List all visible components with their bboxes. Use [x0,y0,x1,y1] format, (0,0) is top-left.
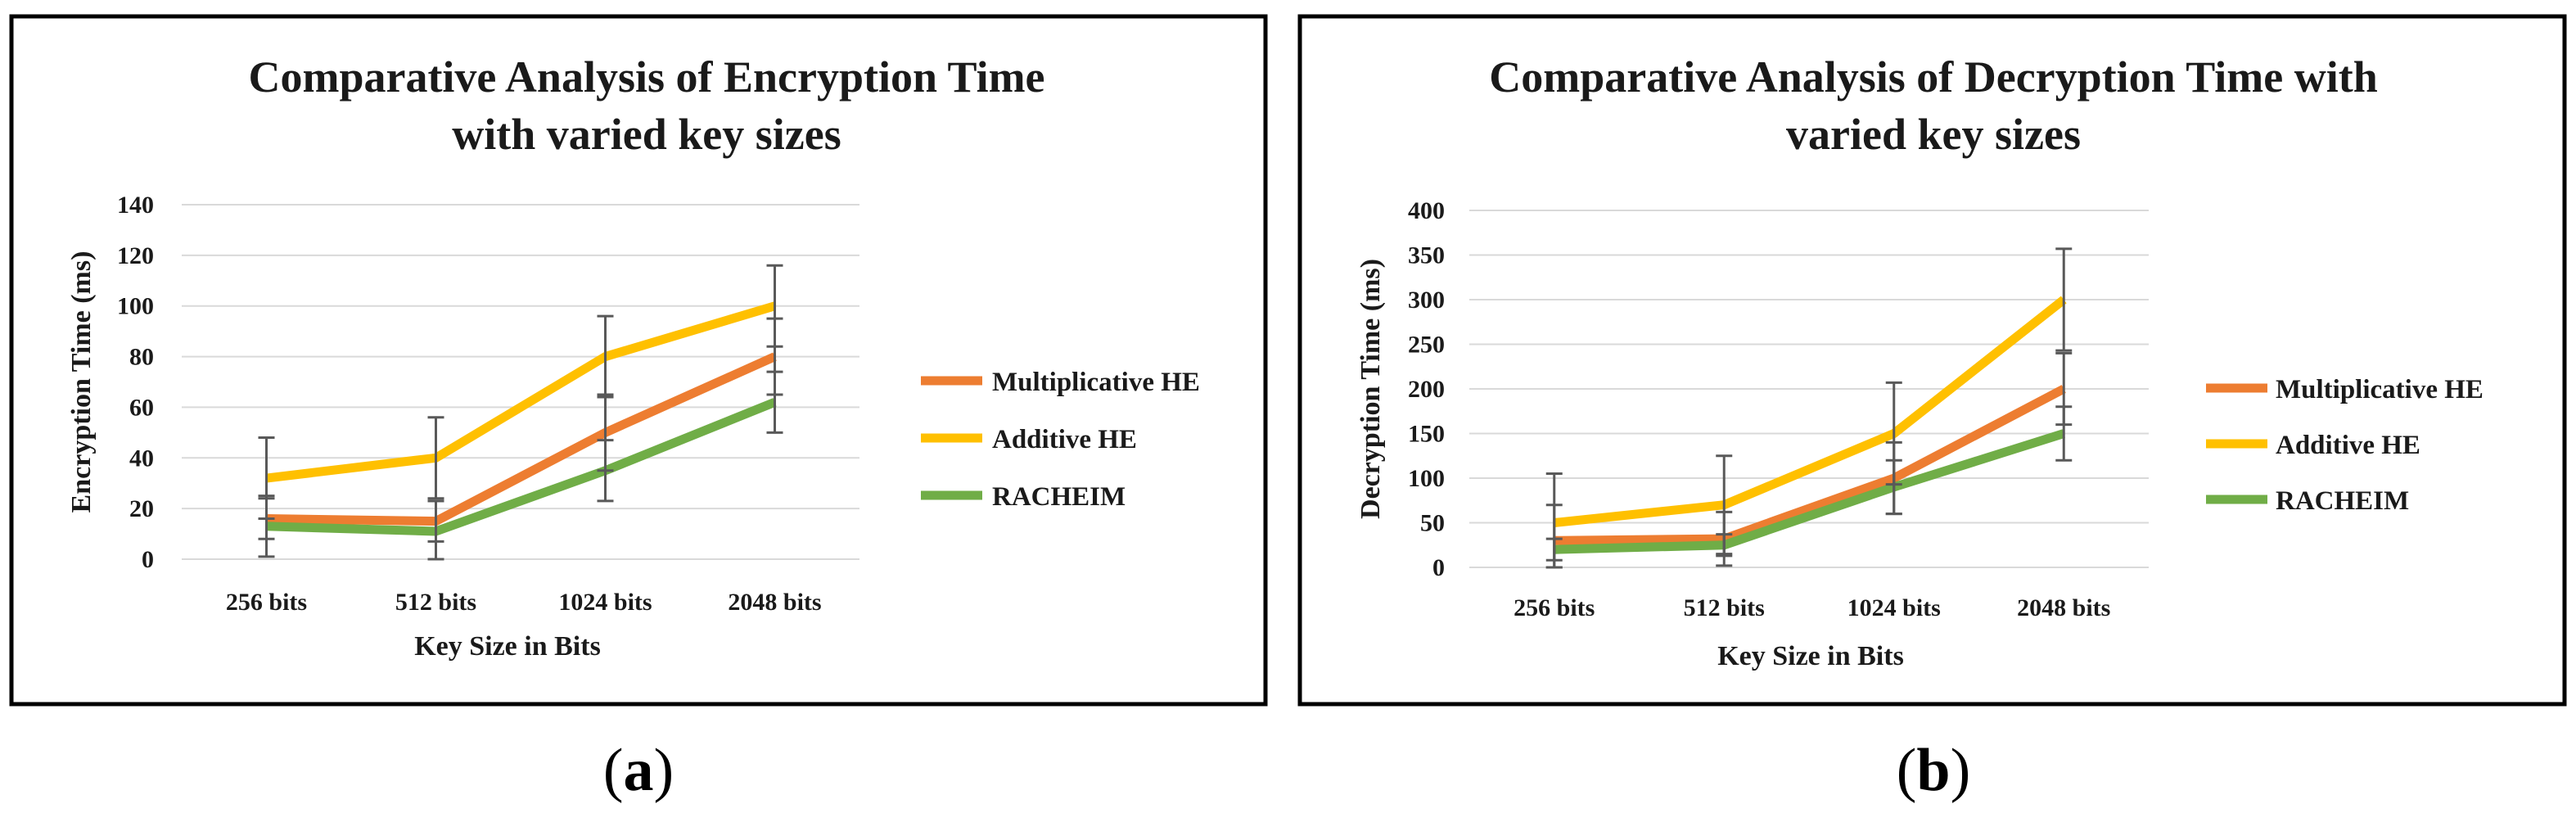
chart-panel-a: Comparative Analysis of Encryption Time … [9,14,1268,707]
y-tick-label-a-6: 120 [117,242,154,269]
series-line-b-2 [1554,429,2065,554]
chart-a-plot-area: 0 20 40 60 80 100 120 140 256 bits 512 bits 1024 b… [117,192,859,616]
error-bar-b-1-3 [2055,247,2073,352]
error-bar-b-2-0 [1545,537,1563,562]
y-tick-label-a-3: 60 [129,394,154,421]
y-tick-label-b-0: 0 [1432,554,1445,581]
y-tick-label-b-6: 300 [1408,287,1445,314]
panel-a-border [9,14,1268,707]
legend-a-label-multiplicative: Multiplicative HE [992,368,1200,397]
chart-b-plot-area: 0 50 100 150 200 250 300 350 400 256 bits 512 bits… [1408,197,2149,621]
chart-b-legend: Multiplicative HE Additive HE RACHEIM [2206,375,2484,516]
chart-a-x-axis-label: Key Size in Bits [414,631,601,662]
error-bar-b-2-1 [1716,533,1733,558]
series-line-a-1 [265,301,777,483]
x-tick-label-a-1: 512 bits [395,589,476,616]
series-line-b-0 [1554,385,2066,545]
chart-a-title-line1: Comparative Analysis of Encryption Time [248,52,1044,102]
y-tick-label-b-3: 150 [1408,421,1445,448]
y-tick-label-b-1: 50 [1420,510,1445,537]
series-line-a-2 [266,398,777,536]
error-bar-a-1-2 [597,314,614,399]
error-bar-a-1-1 [427,416,444,500]
y-tick-label-b-2: 100 [1408,465,1445,492]
y-tick-label-a-2: 40 [129,445,154,472]
legend-a-label-racheim: RACHEIM [992,482,1126,512]
panel-label-b: (b) [1897,737,1970,804]
y-tick-label-a-1: 20 [129,495,154,522]
y-tick-label-a-5: 100 [117,293,154,320]
chart-b-title-line1: Comparative Analysis of Decryption Time … [1489,52,2377,102]
error-bar-a-1-3 [766,264,783,348]
chart-b-x-axis-label: Key Size in Bits [1717,641,1904,671]
chart-a-title-line2: with varied key sizes [452,110,841,159]
y-tick-label-b-4: 200 [1408,376,1445,403]
x-tick-label-a-3: 2048 bits [728,589,821,616]
y-tick-label-b-8: 400 [1408,197,1445,224]
panel-label-a: (a) [603,737,674,804]
error-bar-a-2-0 [258,495,275,558]
error-bar-b-2-3 [2055,405,2073,462]
chart-a-y-axis-label: Encryption Time (ms) [66,251,97,513]
y-tick-label-a-7: 140 [117,192,154,219]
series-line-b-1 [1554,296,2067,527]
x-tick-label-b-2: 1024 bits [1847,594,1941,621]
legend-b-label-racheim: RACHEIM [2276,486,2409,516]
x-tick-label-b-1: 512 bits [1684,594,1765,621]
error-bar-b-2-2 [1885,458,1902,516]
x-tick-label-a-2: 1024 bits [558,589,652,616]
x-tick-label-a-0: 256 bits [226,589,307,616]
y-tick-label-b-7: 350 [1408,242,1445,269]
chart-b-title-line2: varied key sizes [1786,110,2081,159]
error-bar-a-2-1 [427,499,444,561]
series-line-a-0 [266,352,777,526]
y-tick-label-b-5: 250 [1408,332,1445,359]
chart-panel-b: Comparative Analysis of Decryption Time … [1297,14,2567,707]
x-tick-label-b-3: 2048 bits [2017,594,2110,621]
legend-b-label-additive: Additive HE [2276,431,2420,460]
chart-a-legend: Multiplicative HE Additive HE RACHEIM [921,368,1200,512]
y-tick-label-a-0: 0 [142,546,154,573]
y-tick-label-a-4: 80 [129,344,154,371]
error-bar-a-2-2 [597,439,614,503]
x-tick-label-b-0: 256 bits [1514,594,1595,621]
error-bar-a-2-3 [766,370,783,434]
legend-b-label-multiplicative: Multiplicative HE [2276,375,2484,404]
chart-b-y-axis-label: Decryption Time (ms) [1356,259,1386,519]
panel-b-border [1297,14,2567,707]
legend-a-label-additive: Additive HE [992,425,1137,454]
